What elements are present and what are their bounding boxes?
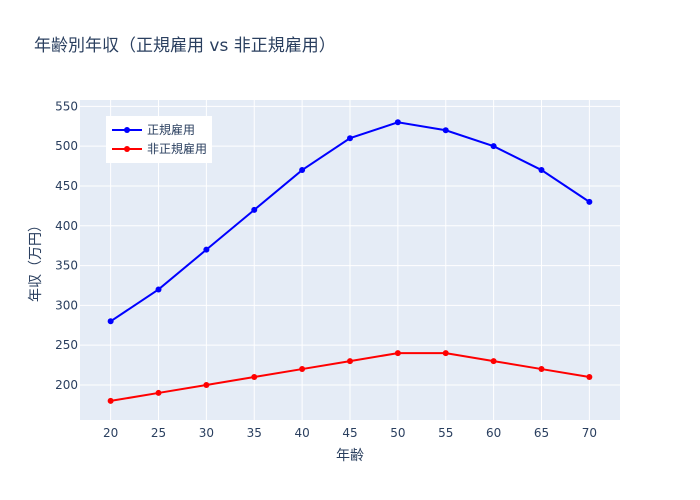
data-point[interactable] (347, 135, 353, 142)
legend-item-series-1[interactable]: 正規雇用 (112, 122, 195, 137)
data-point[interactable] (490, 143, 497, 150)
data-point[interactable] (155, 286, 162, 293)
legend-label-series-1: 正規雇用 (147, 122, 195, 137)
legend[interactable]: 正規雇用 非正規雇用 (106, 116, 212, 163)
y-tick-label: 400 (55, 219, 78, 233)
x-axis-ticks: 20 25 30 35 40 45 50 55 60 65 70 (103, 426, 597, 440)
data-point[interactable] (586, 374, 593, 381)
series-1[interactable] (107, 119, 593, 325)
y-tick-label: 350 (55, 259, 78, 273)
data-point[interactable] (586, 198, 593, 205)
y-tick-label: 500 (55, 139, 78, 153)
data-point[interactable] (394, 119, 401, 126)
legend-marker-series-1 (124, 127, 130, 133)
data-point[interactable] (107, 318, 114, 325)
data-point[interactable] (490, 358, 497, 365)
data-point[interactable] (347, 358, 353, 365)
data-point[interactable] (394, 350, 401, 357)
data-point[interactable] (251, 206, 258, 213)
data-point[interactable] (442, 127, 449, 134)
data-point[interactable] (107, 397, 114, 404)
x-tick-label: 20 (103, 426, 118, 440)
data-point[interactable] (299, 167, 306, 174)
x-tick-label: 25 (151, 426, 166, 440)
y-tick-label: 200 (55, 378, 78, 392)
x-tick-label: 65 (534, 426, 549, 440)
series-2[interactable] (107, 350, 593, 404)
x-tick-label: 60 (486, 426, 501, 440)
y-axis-ticks: 200 250 300 350 400 450 500 550 (55, 99, 78, 392)
x-tick-label: 30 (199, 426, 214, 440)
legend-item-series-2[interactable]: 非正規雇用 (112, 141, 207, 156)
legend-marker-series-2 (124, 146, 130, 152)
x-tick-label: 70 (582, 426, 597, 440)
y-axis-label: 年収（万円） (28, 218, 44, 302)
y-tick-label: 250 (55, 338, 78, 352)
data-point[interactable] (442, 350, 449, 357)
chart-title: 年齢別年収（正規雇用 vs 非正規雇用） (34, 36, 336, 56)
y-tick-label: 550 (55, 99, 78, 113)
data-point[interactable] (155, 389, 162, 396)
legend-box (106, 116, 212, 163)
x-tick-label: 40 (294, 426, 309, 440)
y-tick-label: 300 (55, 298, 78, 312)
x-axis-label: 年齢 (336, 448, 364, 464)
series-layer (107, 119, 593, 404)
data-point[interactable] (203, 381, 210, 388)
x-tick-label: 35 (247, 426, 262, 440)
x-tick-label: 50 (390, 426, 405, 440)
data-point[interactable] (251, 374, 258, 381)
data-point[interactable] (538, 167, 545, 174)
x-tick-label: 55 (438, 426, 453, 440)
data-point[interactable] (203, 246, 210, 253)
x-tick-label: 45 (342, 426, 357, 440)
data-point[interactable] (538, 366, 545, 373)
data-point[interactable] (299, 366, 306, 373)
legend-label-series-2: 非正規雇用 (147, 141, 207, 156)
y-tick-label: 450 (55, 179, 78, 193)
